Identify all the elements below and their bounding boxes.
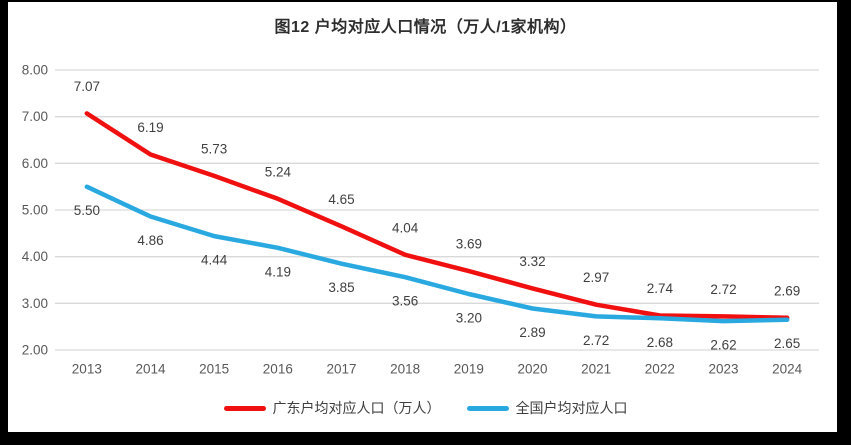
x-axis-tick-label: 2015	[199, 362, 229, 377]
x-axis-tick-label: 2014	[135, 362, 166, 377]
data-label: 2.68	[647, 335, 673, 350]
series-line-1	[84, 184, 790, 324]
y-axis-tick-label: 8.00	[22, 63, 48, 78]
x-axis-tick-label: 2019	[454, 362, 484, 377]
data-label: 2.97	[583, 270, 609, 285]
chart-title: 图12 户均对应人口情况（万人/1家机构）	[274, 19, 577, 36]
x-axis-tick-label: 2023	[708, 362, 738, 377]
data-label: 3.69	[456, 237, 482, 252]
data-label: 7.07	[74, 79, 100, 94]
legend-line-swatch-guangdong	[223, 405, 266, 411]
x-axis-tick-label: 2017	[326, 362, 356, 377]
data-label: 3.32	[519, 254, 545, 269]
legend-label-national: 全国户均对应人口	[515, 400, 628, 416]
data-label: 2.69	[774, 283, 800, 298]
y-axis-tick-label: 7.00	[22, 109, 48, 124]
legend-label-guangdong: 广东户均对应人口（万人）	[272, 400, 441, 416]
y-axis-tick-label: 6.00	[22, 156, 48, 171]
legend-item-guangdong: 广东户均对应人口（万人）	[223, 398, 441, 418]
data-label: 5.24	[265, 164, 292, 179]
legend-line-swatch-national	[466, 405, 509, 411]
x-axis-tick-label: 2018	[390, 362, 420, 377]
data-label: 2.89	[519, 325, 545, 340]
data-label: 2.74	[647, 281, 674, 296]
chart-legend: 广东户均对应人口（万人） 全国户均对应人口	[0, 397, 851, 419]
data-label: 5.50	[74, 203, 100, 218]
data-label: 3.85	[328, 280, 354, 295]
y-axis-tick-label: 3.00	[22, 296, 48, 311]
data-label: 4.44	[201, 253, 228, 268]
data-label: 4.65	[328, 192, 354, 207]
x-axis-tick-label: 2022	[645, 362, 675, 377]
legend-item-national: 全国户均对应人口	[466, 398, 628, 418]
x-axis-tick-label: 2016	[263, 362, 293, 377]
x-axis-tick-label: 2013	[72, 362, 102, 377]
data-label: 2.65	[774, 336, 800, 351]
y-axis-tick-label: 4.00	[22, 249, 48, 264]
data-label: 3.20	[456, 311, 482, 326]
data-label: 4.19	[265, 264, 291, 279]
data-label: 2.62	[710, 338, 736, 353]
data-label: 3.56	[392, 294, 418, 309]
data-label: 4.04	[392, 220, 419, 235]
x-axis-tick-label: 2024	[772, 362, 803, 377]
series-line-0	[84, 111, 790, 321]
data-label: 5.73	[201, 141, 227, 156]
data-label: 6.19	[137, 120, 163, 135]
data-label: 2.72	[710, 282, 736, 297]
chart-canvas	[8, 2, 837, 432]
x-axis-tick-label: 2020	[517, 362, 547, 377]
data-label: 4.86	[137, 233, 163, 248]
x-axis-tick-label: 2021	[581, 362, 611, 377]
data-label: 2.72	[583, 333, 609, 348]
y-axis-tick-label: 2.00	[22, 343, 48, 358]
y-axis-tick-label: 5.00	[22, 203, 48, 218]
